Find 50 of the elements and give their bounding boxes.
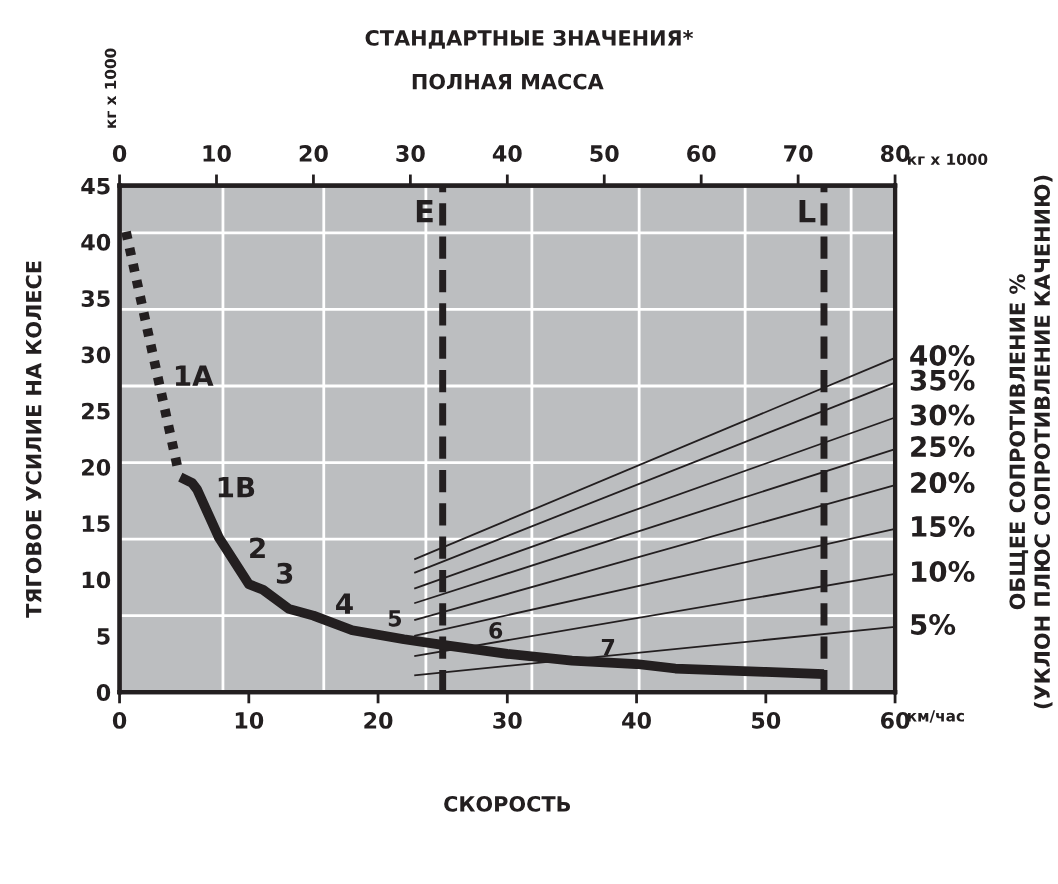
- ref-line-label: E: [416, 200, 433, 223]
- y2-axis-title: ОБЩЕЕ СОПРОТИВЛЕНИЕ % (УКЛОН ПЛЮС СОПРОТИВЛЕНИЕ КАЧЕНИЮ): [1009, 175, 1053, 709]
- annotation: 4: [336, 593, 353, 614]
- y-tick-label: 0: [96, 684, 111, 701]
- annotation: 1A: [175, 365, 214, 386]
- y-tick-label: 35: [81, 290, 110, 307]
- x-tick-label: 40: [622, 712, 651, 729]
- text: км/час: [907, 710, 964, 723]
- text: 20%: [911, 472, 975, 494]
- text: 35%: [910, 369, 975, 391]
- x2-tick-label: 10: [203, 145, 231, 162]
- x-tick-label: 20: [364, 712, 393, 729]
- y-axis-title: ТЯГОВОЕ УСИЛИЕ НА КОЛЕСЕ: [25, 261, 42, 618]
- x-tick-label: 50: [752, 712, 781, 729]
- annotation: 6: [489, 622, 503, 639]
- annotation: 1B: [218, 476, 255, 498]
- x-tick-label: 10: [235, 712, 264, 729]
- y-tick-label: 45: [81, 177, 110, 195]
- y-tick-label: 10: [82, 571, 111, 589]
- x2-tick-label: 60: [687, 145, 716, 162]
- text: 15%: [912, 516, 975, 538]
- text: 40%: [910, 344, 975, 366]
- x2-tick-label: 0: [112, 145, 127, 162]
- y-tick-label: 5: [97, 628, 110, 645]
- y-tick-label: 25: [82, 402, 110, 420]
- y-tick-label: 20: [82, 459, 111, 476]
- x2-tick-label: 70: [784, 145, 813, 162]
- x2-tick-label: 50: [590, 145, 619, 162]
- y-tick-label: 40: [81, 233, 111, 251]
- x2-tick-label: 40: [492, 145, 522, 162]
- x-tick-label: 60: [880, 712, 910, 729]
- y-tick-label: 30: [81, 346, 111, 364]
- chart-title: СТАНДАРТНЫЕ ЗНАЧЕНИЯ*: [365, 30, 694, 49]
- annotation: 3: [276, 562, 293, 584]
- ref-line-label: L: [799, 200, 816, 223]
- text: кг x 1000: [104, 48, 117, 128]
- text: 25%: [911, 436, 975, 458]
- x2-axis-title: ПОЛНАЯ МАССА: [412, 73, 604, 90]
- x2-tick-label: 30: [396, 145, 425, 162]
- annotation: 2: [250, 537, 265, 559]
- x2-tick-label: 20: [299, 145, 328, 162]
- y-tick-label: 15: [82, 515, 110, 533]
- text: 10%: [912, 561, 975, 583]
- text: 30%: [910, 404, 975, 426]
- x-tick-label: 30: [493, 712, 522, 729]
- x-axis-title: СКОРОСТЬ: [444, 795, 571, 812]
- x-tick-label: 0: [112, 712, 127, 729]
- text: 5%: [911, 613, 956, 635]
- annotation: 7: [601, 639, 615, 656]
- annotation: 5: [388, 610, 402, 627]
